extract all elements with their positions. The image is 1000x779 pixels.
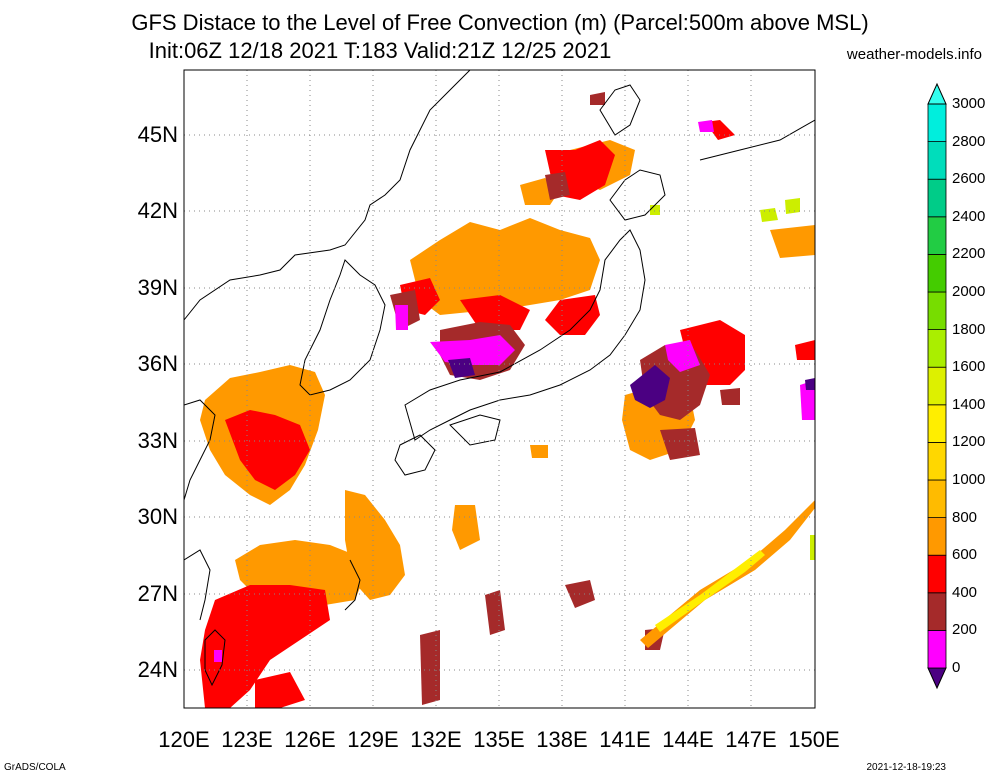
colorbar-segment bbox=[927, 253, 947, 293]
lat-label: 27N bbox=[137, 581, 178, 606]
colorbar-label: 600 bbox=[952, 546, 978, 564]
lon-label: 135E bbox=[473, 727, 525, 752]
colorbar-label: 3000 bbox=[952, 95, 986, 112]
lat-label: 45N bbox=[137, 122, 178, 147]
colorbar-label: 1000 bbox=[952, 471, 986, 488]
colorbar-label: 2000 bbox=[952, 283, 986, 300]
colorbar-label: 2400 bbox=[952, 207, 986, 225]
software-credit: GrADS/COLA bbox=[4, 762, 66, 773]
colorbar-label: 800 bbox=[952, 508, 978, 526]
lat-label: 33N bbox=[137, 428, 178, 453]
lon-label: 144E bbox=[662, 727, 714, 752]
map-frame bbox=[183, 69, 816, 709]
colorbar-segment bbox=[927, 441, 947, 481]
lon-label: 138E bbox=[536, 727, 588, 752]
colorbar-segment bbox=[927, 366, 947, 406]
colorbar-arrow-low bbox=[927, 667, 947, 690]
site-credit[interactable]: weather-models.info bbox=[846, 46, 982, 63]
colorbar-segment bbox=[927, 103, 947, 142]
colorbar-label: 1200 bbox=[952, 433, 986, 451]
lat-label: 42N bbox=[137, 198, 178, 223]
lon-label: 126E bbox=[284, 727, 336, 752]
colorbar-label: 200 bbox=[952, 621, 978, 639]
colorbar bbox=[927, 82, 947, 690]
colorbar-label: 1600 bbox=[952, 358, 986, 376]
map-title: GFS Distace to the Level of Free Convect… bbox=[131, 10, 869, 35]
field-layer bbox=[200, 92, 815, 708]
colorbar-segment bbox=[927, 291, 947, 330]
lon-label: 123E bbox=[221, 727, 273, 752]
lon-label: 150E bbox=[788, 727, 840, 752]
colorbar-segment bbox=[927, 554, 947, 594]
lat-label: 36N bbox=[137, 351, 178, 376]
colorbar-segment bbox=[927, 592, 947, 631]
graticule bbox=[184, 70, 815, 708]
colorbar-segment bbox=[927, 216, 947, 255]
lon-label: 141E bbox=[599, 727, 651, 752]
lat-label: 39N bbox=[137, 275, 178, 300]
lat-label: 24N bbox=[137, 657, 178, 682]
generation-timestamp: 2021-12-18-19:23 bbox=[866, 762, 946, 773]
colorbar-label: 2600 bbox=[952, 170, 986, 188]
colorbar-segment bbox=[927, 404, 947, 443]
map-subtitle: Init:06Z 12/18 2021 T:183 Valid:21Z 12/2… bbox=[148, 38, 612, 63]
colorbar-segment bbox=[927, 630, 947, 669]
lon-label: 132E bbox=[410, 727, 462, 752]
colorbar-label: 0 bbox=[952, 659, 961, 676]
coastline bbox=[184, 70, 815, 687]
colorbar-segment bbox=[927, 178, 947, 218]
colorbar-label: 2200 bbox=[952, 245, 986, 263]
lon-label: 147E bbox=[725, 727, 777, 752]
colorbar-segment bbox=[927, 141, 947, 180]
colorbar-label: 1800 bbox=[952, 320, 986, 338]
lat-label: 30N bbox=[137, 504, 178, 529]
colorbar-arrow-high bbox=[927, 82, 947, 105]
lon-label: 120E bbox=[158, 727, 210, 752]
colorbar-segment bbox=[927, 517, 947, 556]
colorbar-label: 1400 bbox=[952, 395, 986, 413]
colorbar-label: 400 bbox=[952, 583, 978, 601]
colorbar-label: 2800 bbox=[952, 132, 986, 150]
colorbar-segment bbox=[927, 329, 947, 368]
colorbar-segment bbox=[927, 479, 947, 518]
lon-label: 129E bbox=[347, 727, 399, 752]
